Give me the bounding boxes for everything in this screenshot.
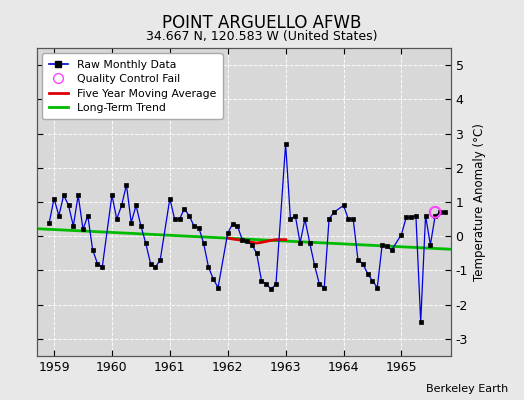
Point bbox=[431, 209, 439, 216]
Text: Berkeley Earth: Berkeley Earth bbox=[426, 384, 508, 394]
Legend: Raw Monthly Data, Quality Control Fail, Five Year Moving Average, Long-Term Tren: Raw Monthly Data, Quality Control Fail, … bbox=[42, 54, 223, 120]
Text: 34.667 N, 120.583 W (United States): 34.667 N, 120.583 W (United States) bbox=[146, 30, 378, 43]
Text: POINT ARGUELLO AFWB: POINT ARGUELLO AFWB bbox=[162, 14, 362, 32]
Y-axis label: Temperature Anomaly (°C): Temperature Anomaly (°C) bbox=[473, 123, 486, 281]
